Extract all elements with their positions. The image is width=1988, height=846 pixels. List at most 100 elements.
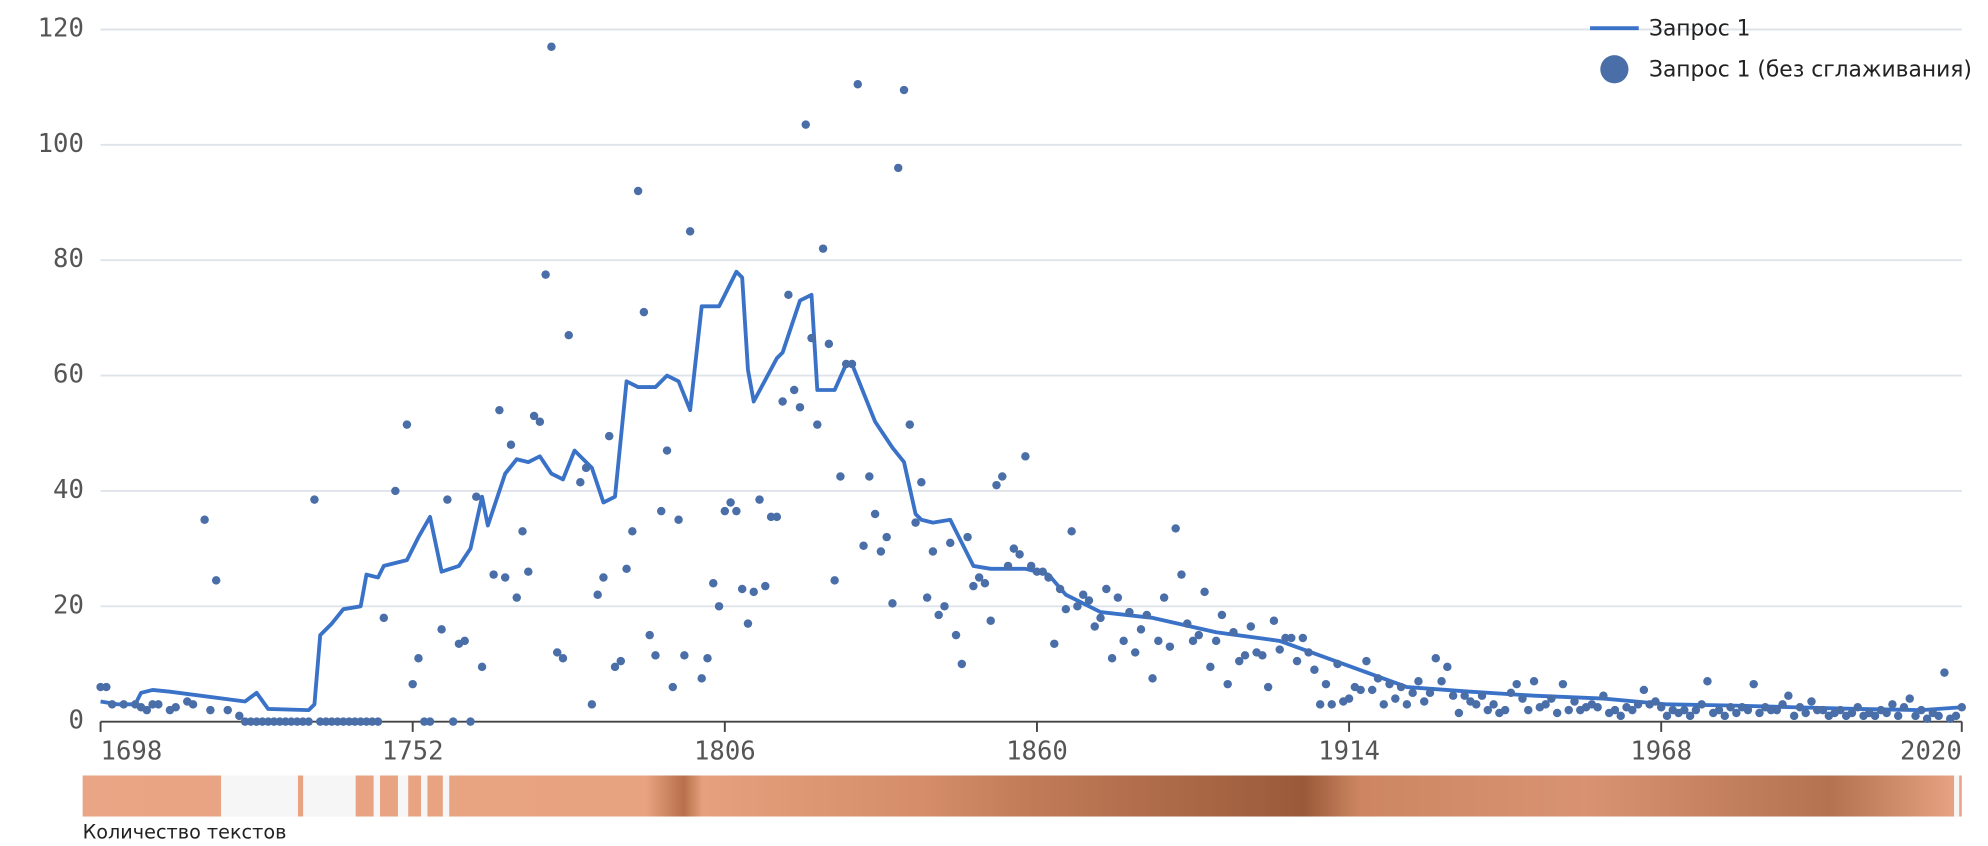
y-tick-label: 60 (53, 360, 84, 390)
raw-point (1269, 616, 1279, 625)
raw-point (1419, 697, 1429, 706)
raw-point (755, 495, 764, 504)
raw-point (1096, 613, 1105, 623)
raw-point (541, 270, 550, 279)
raw-point (587, 700, 597, 709)
raw-point (732, 506, 741, 516)
raw-point (1807, 697, 1816, 706)
raw-point (1489, 700, 1498, 709)
raw-point (1136, 625, 1146, 634)
raw-point (1183, 619, 1192, 628)
raw-point (1113, 593, 1123, 602)
raw-point (223, 705, 232, 715)
raw-point (610, 662, 620, 672)
raw-point (998, 472, 1007, 481)
raw-point (1789, 711, 1799, 721)
raw-point (1680, 705, 1689, 715)
raw-point (1593, 703, 1602, 712)
raw-point (1194, 630, 1204, 640)
raw-point (1639, 685, 1649, 695)
raw-point (1177, 570, 1186, 579)
raw-point (547, 42, 556, 52)
raw-point (344, 717, 354, 726)
raw-point (1281, 633, 1290, 643)
raw-point (841, 359, 851, 369)
raw-point (368, 717, 377, 726)
raw-point (1130, 648, 1140, 657)
raw-point (414, 653, 423, 663)
raw-point (96, 682, 105, 692)
raw-point (657, 506, 666, 516)
x-tick-label: 1698 (101, 736, 163, 766)
raw-point (1379, 700, 1388, 709)
raw-point (211, 576, 221, 585)
raw-point (870, 509, 880, 519)
raw-point (593, 590, 602, 599)
raw-point (315, 717, 325, 726)
raw-point (899, 85, 909, 95)
raw-point (1229, 628, 1238, 637)
raw-point (495, 405, 504, 415)
raw-point (1541, 700, 1550, 709)
raw-point (1564, 705, 1573, 715)
raw-point (1084, 596, 1094, 605)
raw-point (1073, 602, 1082, 611)
raw-point (1246, 622, 1256, 631)
text-count-strip (82, 775, 1962, 817)
raw-point (761, 581, 770, 591)
raw-point (1165, 642, 1175, 651)
raw-point (1616, 711, 1625, 721)
raw-point (749, 587, 758, 597)
raw-point (558, 653, 568, 663)
smoothed-line (100, 269, 1962, 713)
raw-point (466, 717, 475, 726)
raw-point (680, 651, 689, 660)
raw-point (1558, 679, 1568, 689)
raw-point (529, 411, 539, 421)
raw-point (639, 307, 649, 317)
raw-point (321, 717, 331, 726)
raw-point (622, 564, 631, 574)
raw-point (1732, 708, 1741, 718)
raw-point (1922, 714, 1932, 724)
x-tick-label: 2020 (1900, 736, 1962, 766)
raw-point (1483, 705, 1493, 715)
raw-point (1206, 662, 1215, 672)
raw-point (1795, 703, 1805, 712)
raw-point (1015, 550, 1024, 559)
raw-point (940, 602, 949, 611)
raw-point (1940, 668, 1949, 677)
raw-point (402, 420, 412, 429)
raw-point (1171, 524, 1180, 533)
raw-point (1090, 622, 1099, 631)
raw-point (1287, 633, 1296, 643)
raw-point (703, 653, 712, 663)
legend-label: Запрос 1 (без сглаживания) (1649, 58, 1972, 83)
raw-point (1107, 653, 1117, 663)
raw-point (1391, 694, 1400, 703)
strip-gap (303, 775, 356, 817)
x-tick-label: 1860 (1006, 736, 1068, 766)
raw-point (142, 705, 152, 715)
raw-point (1529, 677, 1539, 686)
raw-point (1784, 691, 1793, 700)
raw-point (263, 717, 273, 726)
raw-point (604, 431, 614, 441)
raw-point (1235, 656, 1244, 666)
raw-point (1524, 705, 1533, 715)
raw-point (188, 700, 198, 709)
raw-point (1599, 691, 1608, 700)
raw-point (1836, 705, 1845, 715)
raw-point (281, 717, 290, 726)
raw-point (1258, 651, 1267, 660)
raw-point (599, 573, 608, 582)
raw-point (865, 472, 874, 481)
raw-point (1067, 527, 1076, 536)
raw-point (1396, 682, 1406, 692)
raw-point (1917, 705, 1926, 715)
raw-point (674, 515, 683, 525)
raw-point (685, 227, 695, 236)
raw-point (882, 532, 891, 542)
raw-point (1263, 682, 1273, 692)
raw-point (1443, 662, 1452, 672)
